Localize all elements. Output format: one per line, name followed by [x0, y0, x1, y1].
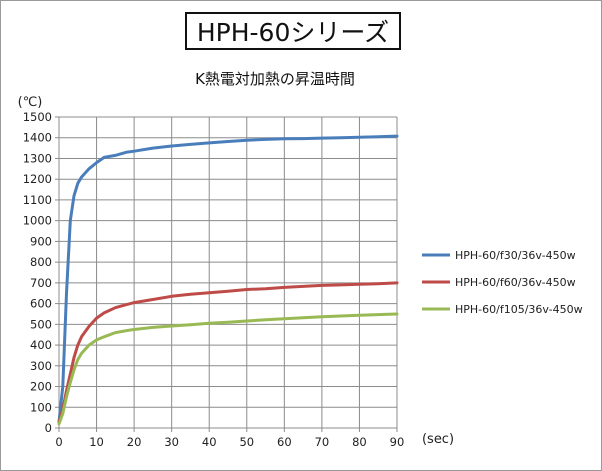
y-tick-label: 1000: [23, 214, 52, 228]
y-tick-label: 1500: [23, 110, 52, 124]
y-tick-label: 1300: [23, 151, 52, 165]
legend-label: HPH-60/f105/36v-450w: [455, 303, 583, 316]
series-badge: HPH-60シリーズ: [185, 12, 401, 50]
series-line: [57, 134, 399, 424]
x-tick-label: 0: [55, 435, 62, 449]
y-tick-label: 100: [30, 400, 52, 414]
x-tick-label: 90: [390, 435, 405, 449]
y-tick-labels: 0 100 200 300 400 500 600 700 800 900 1000 1100 1200…: [23, 110, 52, 435]
y-tick-label: 600: [30, 297, 52, 311]
series-lines: [57, 134, 399, 426]
y-axis-unit-label: (℃): [18, 95, 43, 110]
y-tick-label: 1200: [23, 172, 52, 186]
series-line: [57, 312, 399, 426]
axes: [55, 116, 398, 432]
y-tick-label: 1400: [23, 131, 52, 145]
y-tick-label: 900: [30, 234, 52, 248]
x-tick-label: 30: [164, 435, 179, 449]
legend-label: HPH-60/f30/36v-450w: [455, 249, 576, 262]
y-tick-label: 0: [45, 421, 52, 435]
x-tick-label: 80: [352, 435, 367, 449]
y-tick-label: 500: [30, 317, 52, 331]
gridlines: [59, 116, 398, 428]
x-tick-label: 50: [239, 435, 254, 449]
x-tick-label: 40: [202, 435, 217, 449]
y-tick-label: 700: [30, 276, 52, 290]
x-tick-labels: 0 10 20 30 40 50 60 70 80 90: [55, 435, 404, 449]
y-tick-label: 400: [30, 338, 52, 352]
x-tick-label: 10: [89, 435, 104, 449]
series-line: [57, 281, 399, 424]
x-tick-label: 20: [127, 435, 142, 449]
x-tick-label: 60: [277, 435, 292, 449]
y-tick-label: 800: [30, 255, 52, 269]
chart-title: K熱電対加熱の昇温時間: [195, 70, 355, 88]
x-tick-label: 70: [315, 435, 330, 449]
y-tick-label: 300: [30, 359, 52, 373]
y-tick-label: 200: [30, 380, 52, 394]
legend: HPH-60/f30/36v-450w HPH-60/f60/36v-450w HP…: [422, 249, 583, 316]
y-tick-label: 1100: [23, 193, 52, 207]
legend-label: HPH-60/f60/36v-450w: [455, 276, 576, 289]
x-axis-unit-label: (sec): [422, 432, 454, 447]
